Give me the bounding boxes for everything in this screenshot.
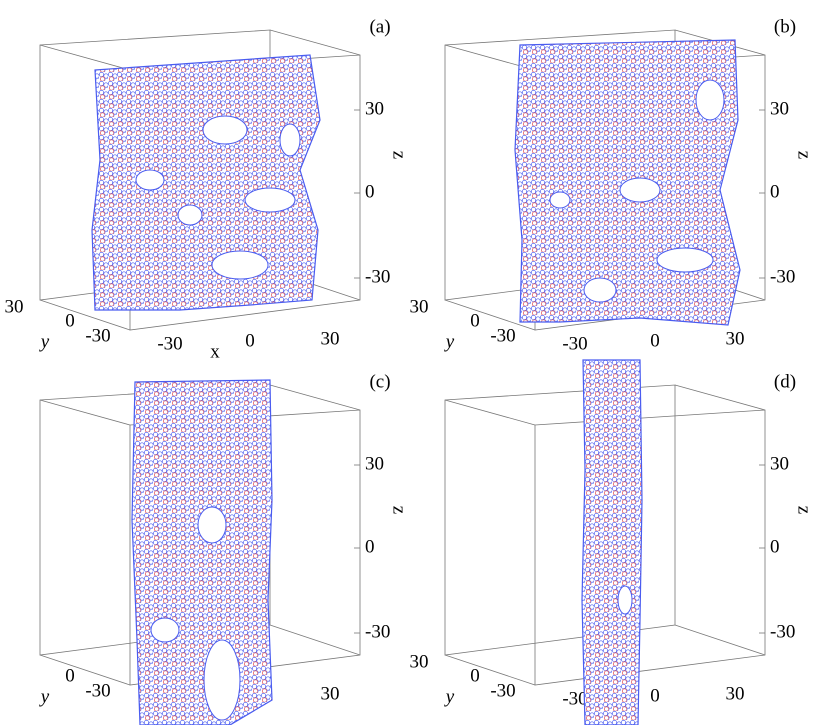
panel: (a) 30 0 -30 z 30 0 -30 y -30 0 30 x [5,16,410,362]
cluster-pore [549,191,571,209]
panel-label: (a) [369,16,390,37]
y-tick-label: 0 [65,310,75,331]
panel-label: (d) [774,371,796,392]
z-tick-label: 0 [365,181,375,202]
z-tick-label: -30 [770,266,795,287]
x-tick-label: 0 [245,330,255,351]
y-tick-label: 30 [5,296,24,317]
box-edge [674,384,766,411]
cluster-pore [177,204,203,226]
panel-label: (c) [369,371,390,392]
box-edge [444,299,536,331]
x-tick-label: 0 [650,330,660,351]
cluster-pore [656,247,714,273]
cluster-pore [583,277,617,303]
x-axis-title: x [210,341,220,362]
box-edge [444,399,536,426]
particle-cluster [581,359,643,725]
box-edge [39,654,131,686]
box-edge [444,654,536,686]
y-axis-title: y [444,686,455,707]
cluster-pore [695,79,725,121]
x-tick-label: 30 [726,683,745,704]
z-tick-label: -30 [365,266,390,287]
y-tick-label: 0 [65,665,75,686]
z-tick-label: -30 [365,621,390,642]
cluster-pore [279,123,301,157]
y-tick-label: -30 [85,325,110,346]
cluster-pore [150,617,180,643]
y-axis-title: y [39,686,50,707]
x-tick-label: -30 [157,333,182,354]
z-tick-label: 0 [770,181,780,202]
z-tick-label: 30 [365,453,384,474]
y-axis-title: y [39,331,50,352]
box-edge [39,44,131,71]
z-axis-title: z [389,151,410,159]
y-axis-title: y [444,331,455,352]
x-tick-label: 30 [321,683,340,704]
cluster-body [581,359,643,725]
x-tick-label: 30 [726,328,745,349]
y-tick-label: 30 [410,651,429,672]
z-axis-title: z [794,506,815,514]
y-tick-label: 0 [470,665,480,686]
y-tick-label: -30 [490,325,515,346]
y-tick-label: 0 [470,310,480,331]
y-tick-label: 30 [410,296,429,317]
z-tick-label: 30 [770,453,789,474]
box-edge [39,299,131,331]
cluster-pore [244,187,296,213]
particle-cluster [131,379,273,725]
box-edge [39,399,131,426]
z-axis-title: z [389,506,410,514]
x-tick-label: -30 [562,688,587,709]
particle-cluster [91,54,321,311]
cluster-pore [211,250,269,280]
y-tick-label: -30 [85,680,110,701]
x-tick-label: 0 [650,685,660,706]
cluster-pore [135,169,165,191]
panel: (d) 30 0 -30 z 30 0 -30 y -30 0 30 [410,371,815,709]
box-edge [674,624,766,656]
z-tick-label: 0 [770,536,780,557]
box-edge [269,384,361,411]
x-tick-label: 30 [321,328,340,349]
cluster-pore [197,506,227,544]
z-tick-label: 30 [770,98,789,119]
z-tick-label: 0 [365,536,375,557]
panel-label: (b) [774,16,796,37]
x-tick-label: -30 [562,333,587,354]
z-axis-title: z [794,151,815,159]
particle-cluster [514,39,741,326]
z-tick-label: -30 [770,621,795,642]
cluster-pore [619,177,661,203]
cluster-pore [203,639,241,721]
box-edge [269,624,361,656]
cluster-body [91,54,321,311]
cluster-pore [202,115,248,145]
cluster-pore [617,585,633,615]
cluster-body [131,379,273,725]
box-edge [269,29,361,56]
z-tick-label: 30 [365,98,384,119]
y-tick-label: -30 [490,680,515,701]
